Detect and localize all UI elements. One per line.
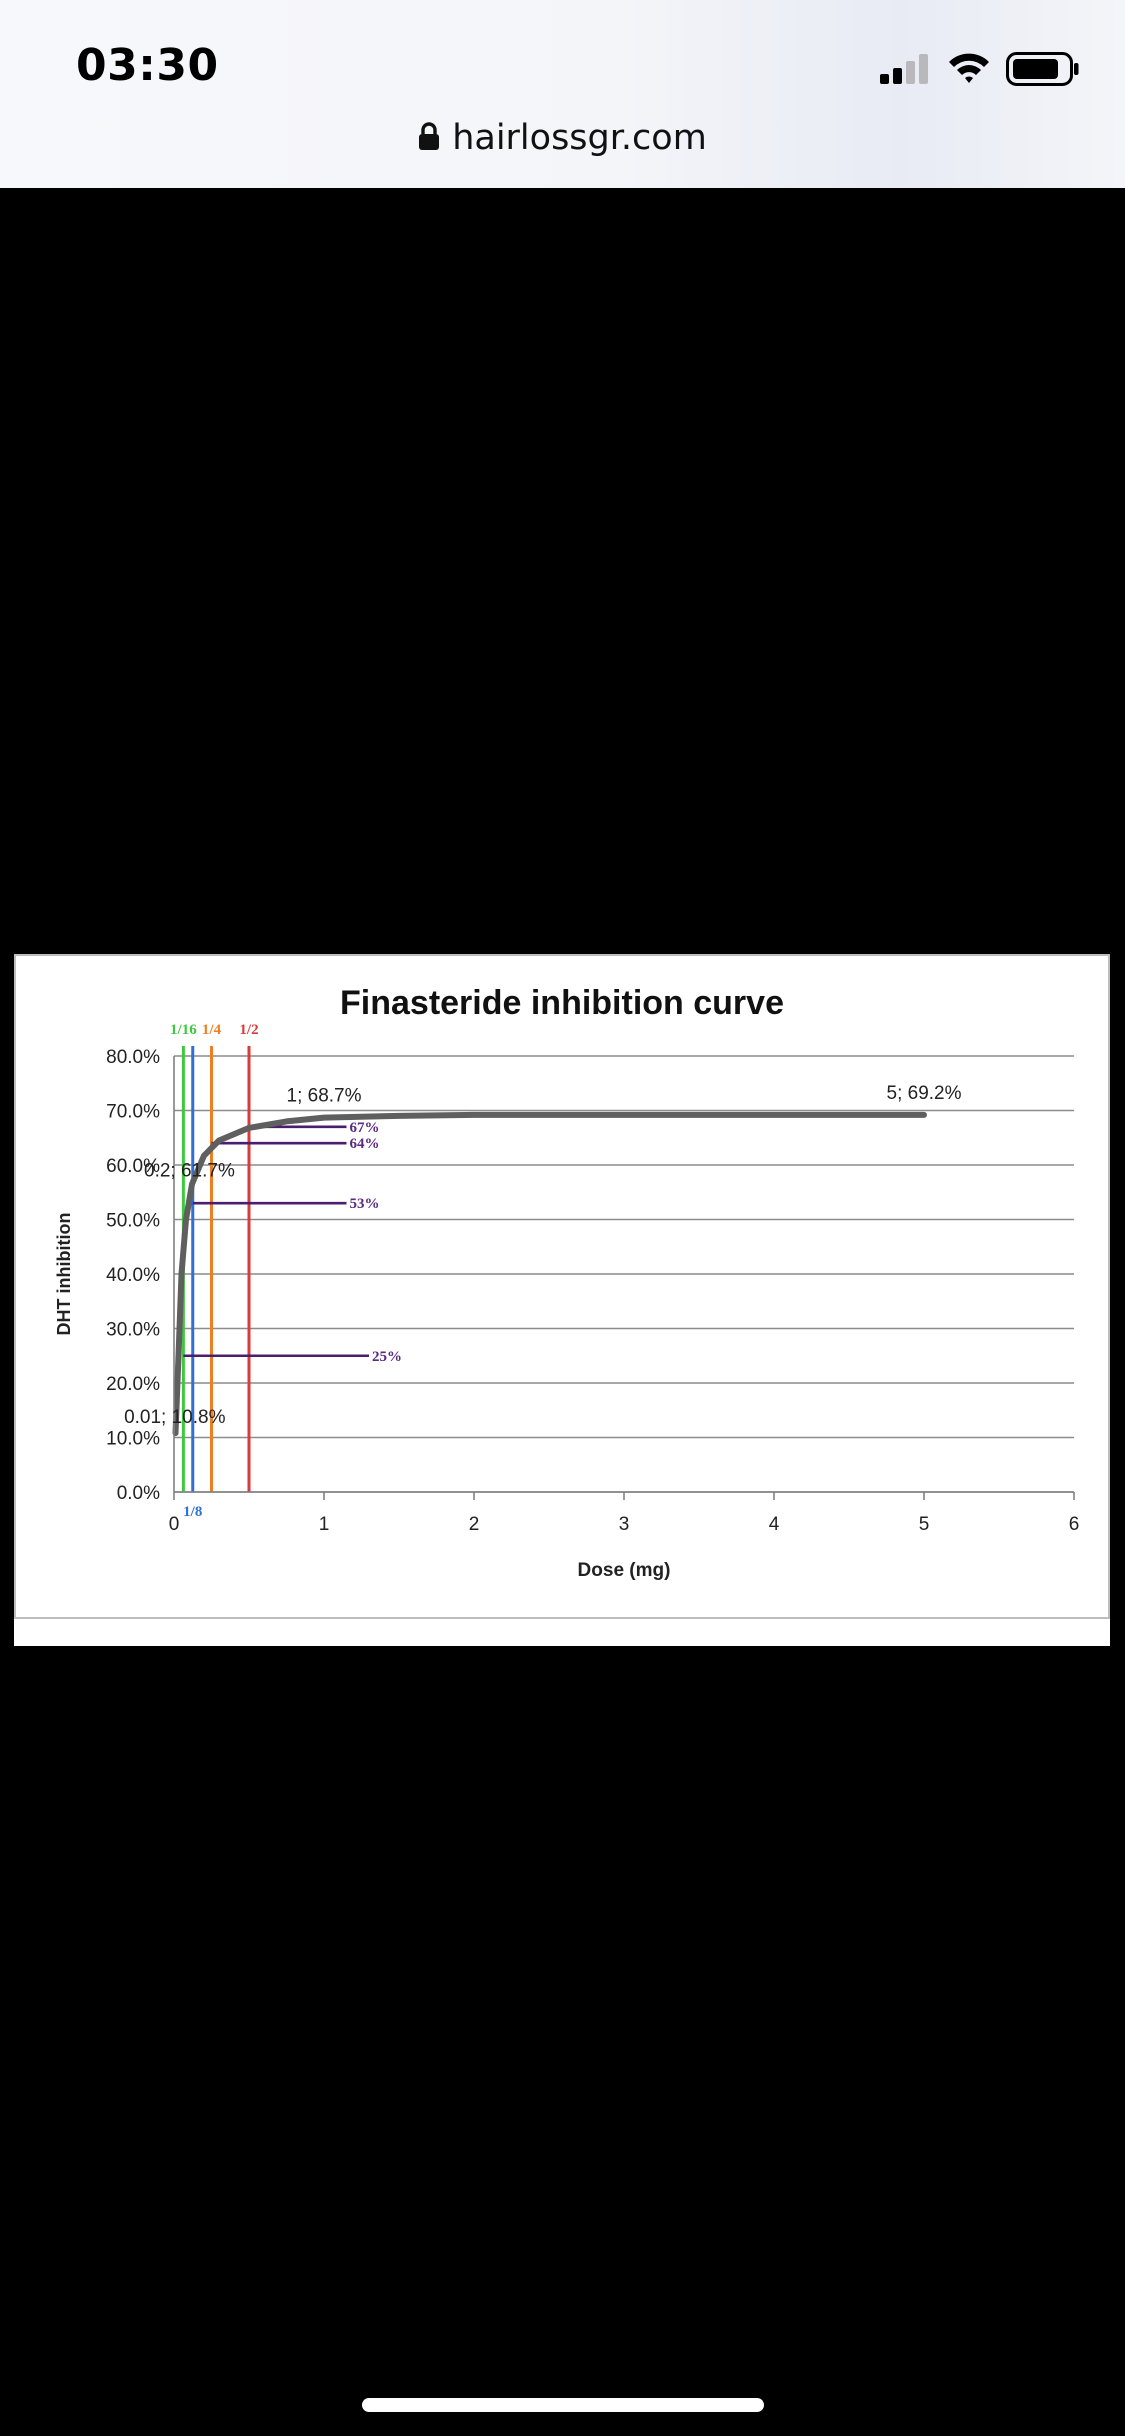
y-tick-label: 0.0% [117,1483,160,1504]
dose-marker-label: 1/4 [202,1022,222,1038]
y-tick-label: 30.0% [106,1320,160,1341]
inhibition-marker-label: 53% [350,1196,380,1212]
y-tick-label: 60.0% [106,1156,160,1177]
finasteride-chart: 0.0% 10.0% 20.0% 30.0% 40.0% 50.0% 60.0% 70.0% 8… [14,954,1110,1619]
data-point-label: 5; 69.2% [887,1083,962,1104]
cellular-signal-icon [880,54,928,84]
chart-image: 0.0% 10.0% 20.0% 30.0% 40.0% 50.0% 60.0% 70.0% 8… [14,954,1110,1646]
status-time: 03:30 [76,40,219,91]
y-tick-label: 10.0% [106,1429,160,1450]
data-point-label: 0.2; 61.7% [144,1161,235,1182]
address-bar[interactable]: hairlossgr.com [0,118,1125,158]
wifi-icon [949,53,989,83]
y-tick-label: 20.0% [106,1374,160,1395]
inhibition-curve [172,1111,927,1437]
x-tick-label: 2 [469,1514,480,1535]
status-bar: 03:30 hairlossgr.com [0,0,1125,188]
x-axis-title: Dose (mg) [578,1560,671,1581]
x-tick-label: 0 [169,1514,180,1535]
chart-title: Finasteride inhibition curve [340,984,784,1022]
x-tick-label: 1 [319,1514,330,1535]
home-indicator[interactable] [362,2398,764,2412]
battery-icon [1006,52,1079,86]
inhibition-marker-label: 64% [350,1136,380,1152]
x-tick-label: 3 [619,1514,630,1535]
y-tick-label: 80.0% [106,1047,160,1068]
x-tick-label: 6 [1069,1514,1080,1535]
x-tick-label: 5 [919,1514,930,1535]
y-tick-label: 40.0% [106,1265,160,1286]
dose-marker-label: 1/2 [239,1022,258,1038]
data-point-label: 1; 68.7% [287,1086,362,1107]
y-tick-label: 50.0% [106,1211,160,1232]
inhibition-marker-label: 67% [350,1120,380,1136]
lock-icon [419,122,440,150]
dose-marker-label: 1/8 [183,1504,202,1520]
dose-marker-label: 1/16 [170,1022,197,1038]
y-axis-title: DHT inhibition [54,1213,74,1336]
data-point-label: 0.01; 10.8% [124,1407,226,1428]
x-tick-label: 4 [769,1514,780,1535]
url-text: hairlossgr.com [452,118,707,158]
y-tick-label: 70.0% [106,1102,160,1123]
inhibition-marker-label: 25% [372,1349,402,1365]
